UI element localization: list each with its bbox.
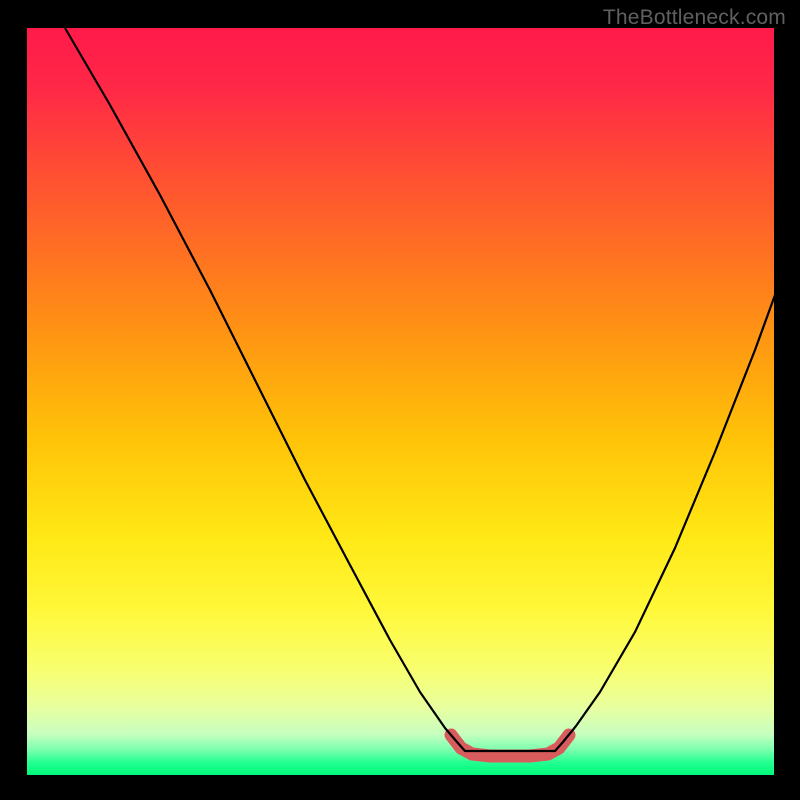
chart-container: TheBottleneck.com <box>0 0 800 800</box>
plot-background <box>27 28 774 775</box>
bottleneck-curve-chart <box>0 0 800 800</box>
watermark-text: TheBottleneck.com <box>603 6 786 30</box>
